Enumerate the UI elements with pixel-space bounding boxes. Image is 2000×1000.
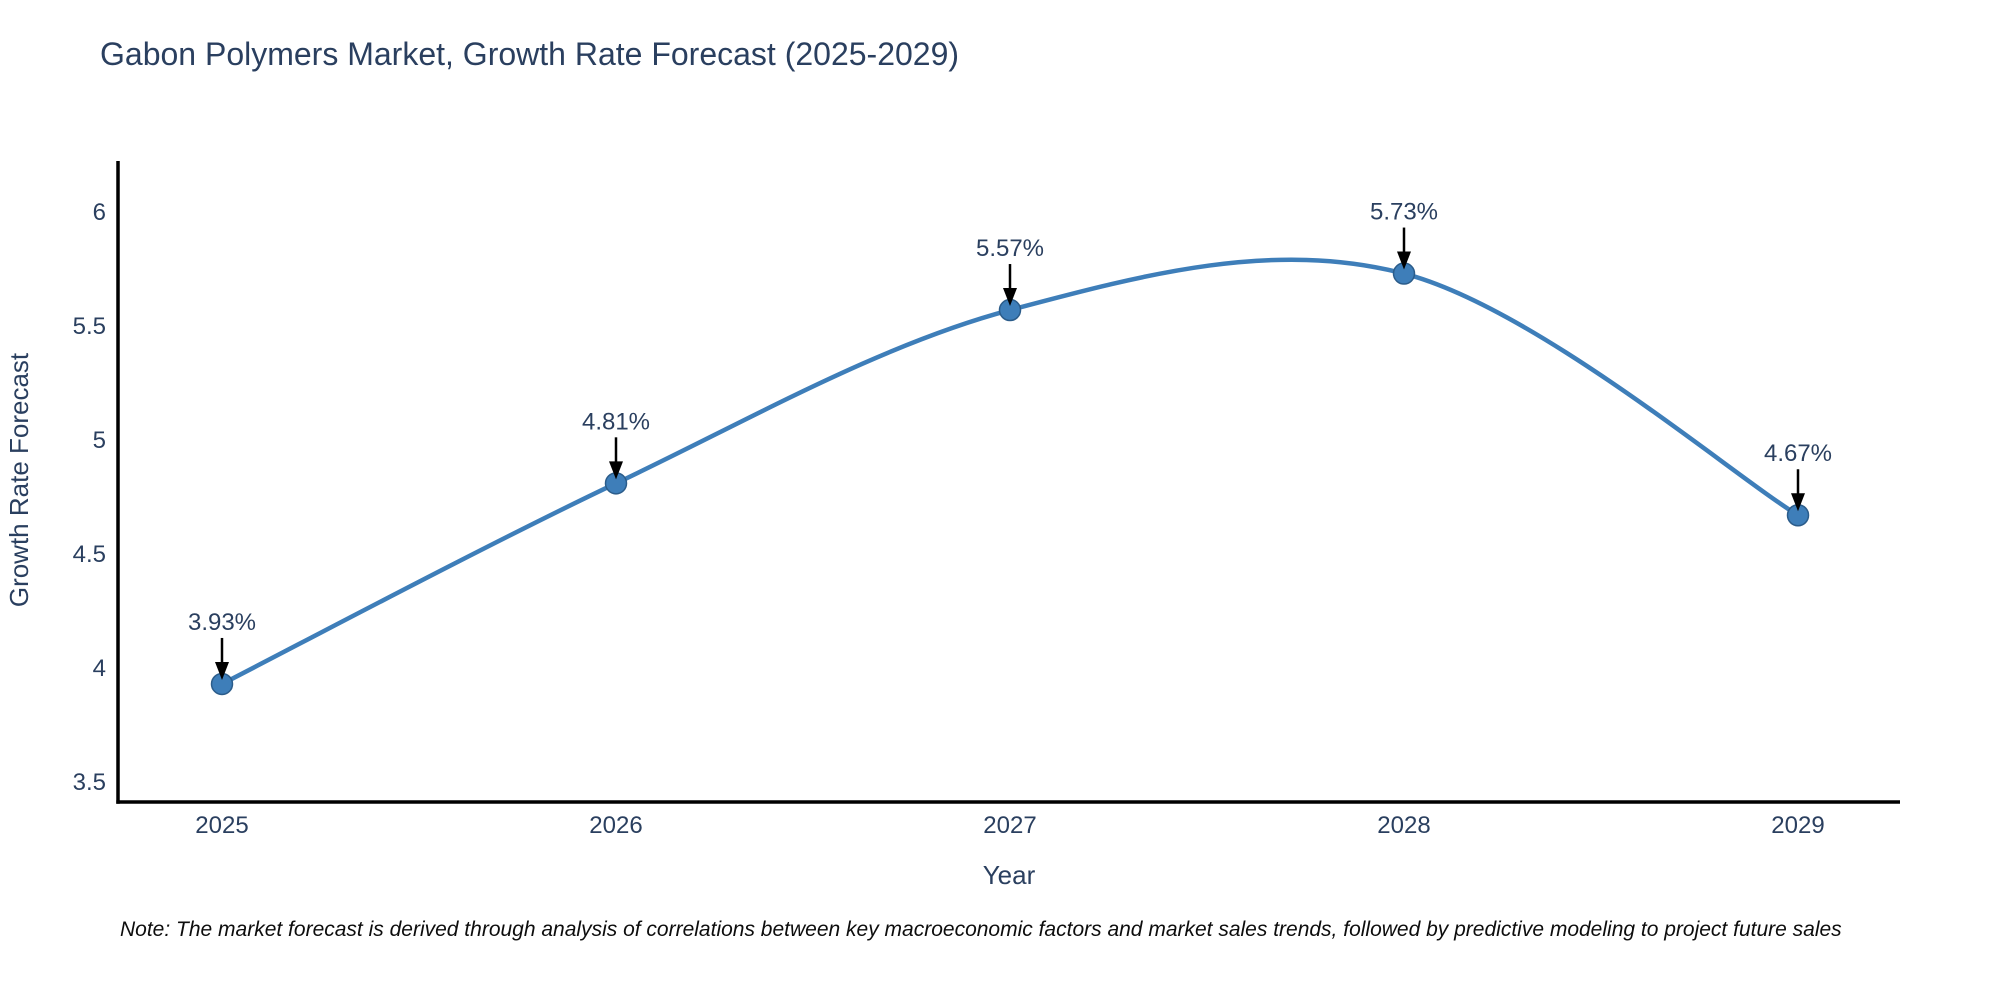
data-point-label: 5.73% xyxy=(1370,199,1438,226)
x-tick-label: 2028 xyxy=(1377,812,1430,839)
x-tick-label: 2026 xyxy=(589,812,642,839)
annotation-arrowhead xyxy=(1397,251,1411,270)
annotation-arrowhead xyxy=(215,661,229,680)
y-tick-label: 5 xyxy=(93,427,106,454)
annotation-arrowhead xyxy=(1003,288,1017,307)
y-tick-label: 4 xyxy=(93,655,106,682)
data-point-label: 4.67% xyxy=(1764,440,1832,467)
data-point-label: 3.93% xyxy=(188,609,256,636)
y-tick-label: 6 xyxy=(93,199,106,226)
data-point-label: 5.57% xyxy=(976,235,1044,262)
annotation-arrowhead xyxy=(609,461,623,480)
annotation-arrowhead xyxy=(1791,493,1805,512)
x-axis-title: Year xyxy=(983,860,1036,890)
x-tick-label: 2029 xyxy=(1771,812,1824,839)
x-tick-label: 2027 xyxy=(983,812,1036,839)
footnote: Note: The market forecast is derived thr… xyxy=(120,918,1842,941)
y-tick-label: 4.5 xyxy=(73,541,106,568)
y-tick-label: 5.5 xyxy=(73,313,106,340)
y-axis-title: Growth Rate Forecast xyxy=(4,352,34,607)
chart-title: Gabon Polymers Market, Growth Rate Forec… xyxy=(100,36,960,72)
y-tick-label: 3.5 xyxy=(73,769,106,796)
data-point-label: 4.81% xyxy=(582,408,650,435)
x-tick-label: 2025 xyxy=(195,812,248,839)
trend-line xyxy=(219,257,1801,687)
